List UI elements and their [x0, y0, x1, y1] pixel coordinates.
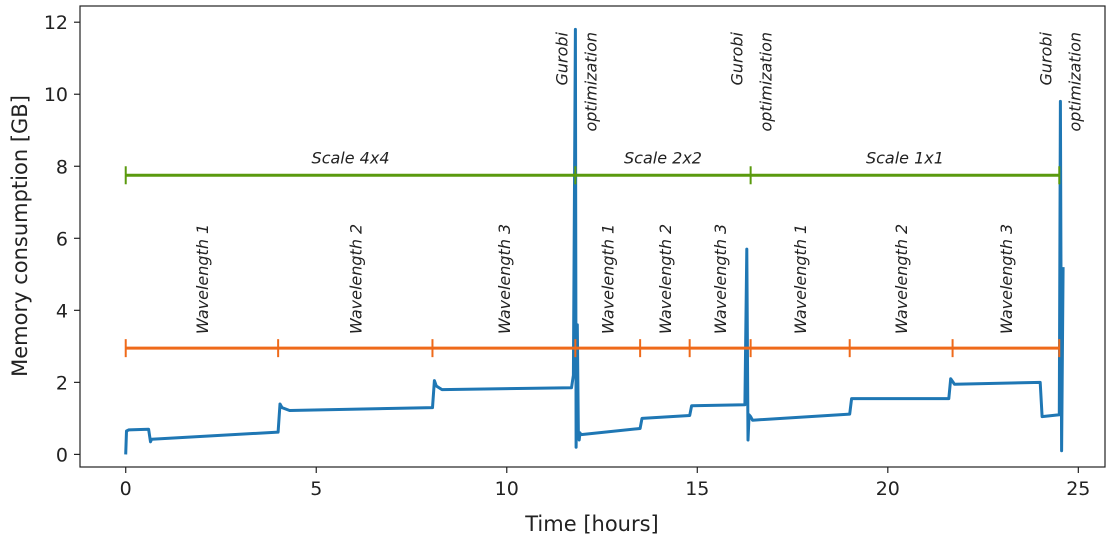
- gurobi-label-line2: optimization: [757, 32, 776, 132]
- wavelength-label: Wavelength 2: [892, 224, 911, 334]
- wavelength-label: Wavelength 3: [997, 224, 1016, 334]
- y-tick-label: 4: [56, 300, 68, 322]
- wavelength-label: Wavelength 2: [656, 224, 675, 334]
- gurobi-label-line1: Gurobi: [552, 31, 571, 85]
- wavelength-label: Wavelength 1: [791, 224, 810, 334]
- wavelength-label: Wavelength 1: [193, 224, 212, 334]
- x-axis-label: Time [hours]: [524, 512, 659, 536]
- scale-label: Scale 2x2: [624, 148, 702, 167]
- wavelength-label: Wavelength 2: [346, 224, 365, 334]
- gurobi-label-line1: Gurobi: [728, 31, 747, 85]
- scale-label: Scale 1x1: [866, 148, 944, 167]
- y-tick-label: 2: [56, 372, 68, 394]
- gurobi-label-line2: optimization: [581, 32, 600, 132]
- wavelength-label: Wavelength 3: [495, 224, 514, 334]
- plot-layer: Scale 4x4 Scale 2x2 Scale 1x1 Wavelength 1 W…: [126, 29, 1085, 454]
- wavelength-label: Wavelength 3: [711, 224, 730, 334]
- x-tick-label: 25: [1066, 478, 1090, 500]
- y-tick-label: 8: [56, 156, 68, 178]
- y-tick-label: 0: [56, 444, 68, 466]
- wavelength-label: Wavelength 1: [599, 224, 618, 334]
- x-tick-label: 0: [120, 478, 132, 500]
- x-tick-label: 5: [310, 478, 322, 500]
- scale-label: Scale 4x4: [312, 148, 390, 167]
- gurobi-label-line2: optimization: [1065, 32, 1084, 132]
- y-tick-label: 10: [44, 84, 68, 106]
- x-tick-label: 15: [685, 478, 709, 500]
- y-tick-label: 12: [44, 12, 68, 34]
- y-axis-label: Memory consumption [GB]: [8, 95, 32, 377]
- x-tick-label: 10: [495, 478, 519, 500]
- x-tick-label: 20: [876, 478, 900, 500]
- y-tick-label: 6: [56, 228, 68, 250]
- gurobi-label-line1: Gurobi: [1036, 31, 1055, 85]
